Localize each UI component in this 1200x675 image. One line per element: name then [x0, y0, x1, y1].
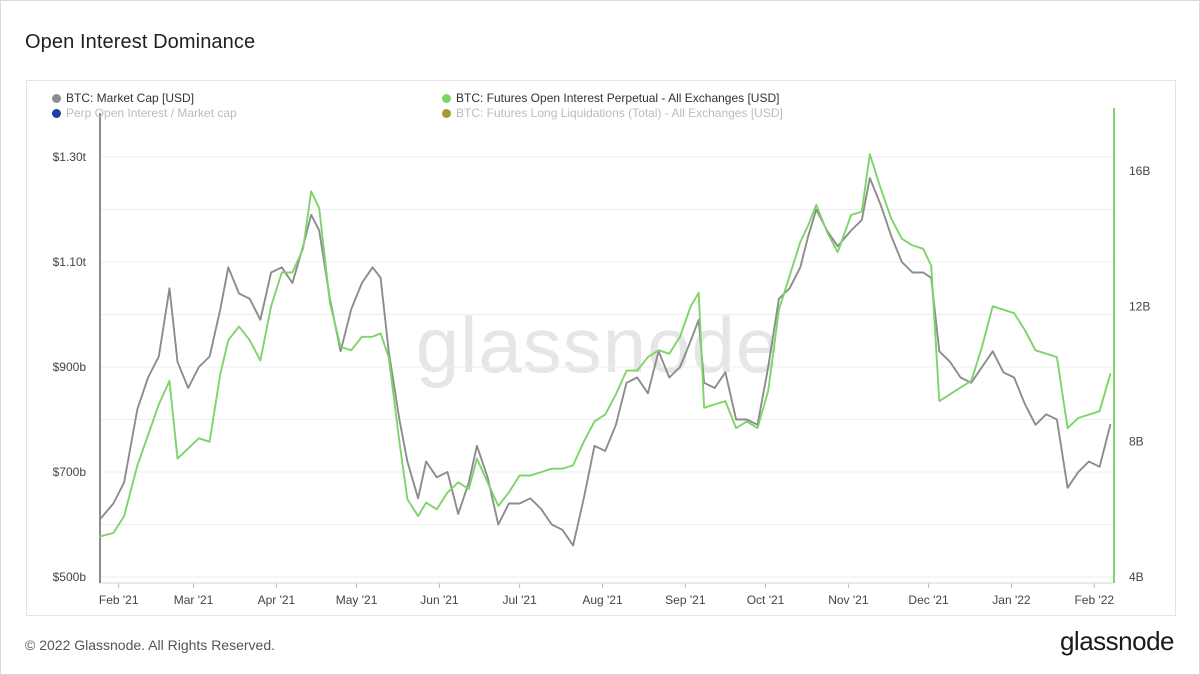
- legend-label: Perp Open Interest / Market cap: [66, 106, 237, 120]
- x-tick-label: Jul '21: [502, 593, 537, 607]
- legend-dot-icon: [52, 108, 61, 118]
- y-left-tick-label: $700b: [53, 465, 87, 479]
- legend-label: BTC: Futures Open Interest Perpetual - A…: [456, 91, 780, 105]
- legend-item-perp-oi-ratio[interactable]: Perp Open Interest / Market cap: [52, 106, 237, 120]
- legend-dot-icon: [442, 93, 451, 103]
- y-right-tick-label: 12B: [1129, 299, 1150, 313]
- x-tick-label: Nov '21: [828, 593, 869, 607]
- x-tick-label: Jun '21: [420, 593, 459, 607]
- legend-label: BTC: Market Cap [USD]: [66, 91, 195, 105]
- y-right-tick-label: 8B: [1129, 435, 1144, 449]
- legend-item-market-cap[interactable]: BTC: Market Cap [USD]: [52, 91, 194, 105]
- x-tick-label: Apr '21: [258, 593, 296, 607]
- y-left-tick-label: $500b: [53, 570, 87, 584]
- x-tick-label: Feb '21: [99, 593, 139, 607]
- grid: [100, 156, 1113, 578]
- x-tick-label: Aug '21: [582, 593, 623, 607]
- legend-label: BTC: Futures Long Liquidations (Total) -…: [456, 106, 783, 120]
- y-left-tick-label: $1.10t: [53, 255, 87, 269]
- x-tick-label: Feb '22: [1074, 593, 1114, 607]
- open-interest-line: [99, 153, 1112, 538]
- x-tick-label: Jan '22: [992, 593, 1031, 607]
- y-left-tick-label: $900b: [53, 360, 87, 374]
- x-tick-label: Oct '21: [747, 593, 785, 607]
- legend-dot-icon: [442, 108, 451, 118]
- x-tick-label: Sep '21: [665, 593, 706, 607]
- watermark: glassnode: [416, 301, 781, 389]
- legend-dot-icon: [52, 93, 61, 103]
- y-left-tick-label: $1.30t: [53, 150, 87, 164]
- series-layer: [99, 153, 1112, 547]
- legend-item-long-liquidations[interactable]: BTC: Futures Long Liquidations (Total) -…: [442, 106, 783, 120]
- y-right-tick-label: 4B: [1129, 570, 1144, 584]
- page-title: Open Interest Dominance: [25, 31, 256, 53]
- x-tick-label: May '21: [336, 593, 378, 607]
- copyright-text: © 2022 Glassnode. All Rights Reserved.: [25, 637, 276, 653]
- y-right-tick-label: 16B: [1129, 164, 1150, 178]
- market-cap-line: [99, 177, 1112, 547]
- axes: $500b $700b $900b $1.10t $1.30t 4B 8B 12B 16B Feb…: [53, 108, 1150, 607]
- chart-panel: [26, 80, 1176, 616]
- legend-item-open-interest[interactable]: BTC: Futures Open Interest Perpetual - A…: [442, 91, 779, 105]
- x-tick-label: Mar '21: [174, 593, 214, 607]
- brand-logo[interactable]: glassnode: [1059, 626, 1175, 656]
- legend: BTC: Market Cap [USD] BTC: Futures Open …: [52, 91, 1152, 123]
- x-tick-label: Dec '21: [908, 593, 949, 607]
